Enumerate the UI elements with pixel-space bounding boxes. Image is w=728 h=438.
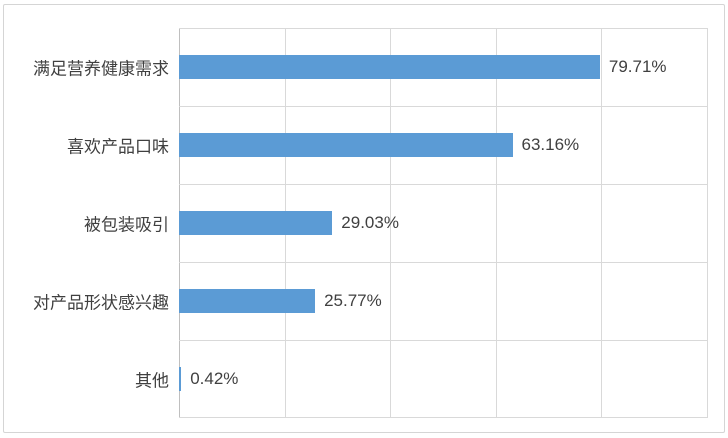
data-bar — [179, 367, 182, 391]
horizontal-gridline — [179, 28, 707, 29]
horizontal-gridline — [179, 417, 707, 418]
data-label: 29.03% — [341, 213, 399, 232]
category-label: 其他 — [135, 371, 169, 391]
horizontal-gridline — [179, 106, 707, 107]
vertical-gridline — [496, 28, 497, 418]
data-label: 25.77% — [324, 291, 382, 310]
data-label: 0.42% — [190, 369, 239, 388]
plot-area: 79.71% 63.16% 29.03% 25.77% 0.42% — [179, 28, 708, 418]
chart-frame: 满足营养健康需求喜欢产品口味被包装吸引对产品形状感兴趣其他 79.71% 63.1… — [3, 4, 725, 433]
vertical-gridline — [390, 28, 391, 418]
category-label: 对产品形状感兴趣 — [33, 293, 169, 313]
category-label: 被包装吸引 — [84, 215, 169, 235]
vertical-gridline — [707, 28, 708, 418]
horizontal-gridline — [179, 340, 707, 341]
data-label: 79.71% — [608, 57, 667, 76]
data-label: 63.16% — [521, 135, 580, 154]
category-label: 满足营养健康需求 — [33, 59, 169, 79]
data-bar — [179, 55, 600, 79]
data-bar — [179, 289, 316, 313]
vertical-gridline — [601, 28, 602, 418]
horizontal-gridline — [179, 262, 707, 263]
horizontal-gridline — [179, 184, 707, 185]
category-label: 喜欢产品口味 — [67, 137, 169, 157]
data-bar — [179, 133, 513, 157]
data-bar — [179, 211, 333, 235]
